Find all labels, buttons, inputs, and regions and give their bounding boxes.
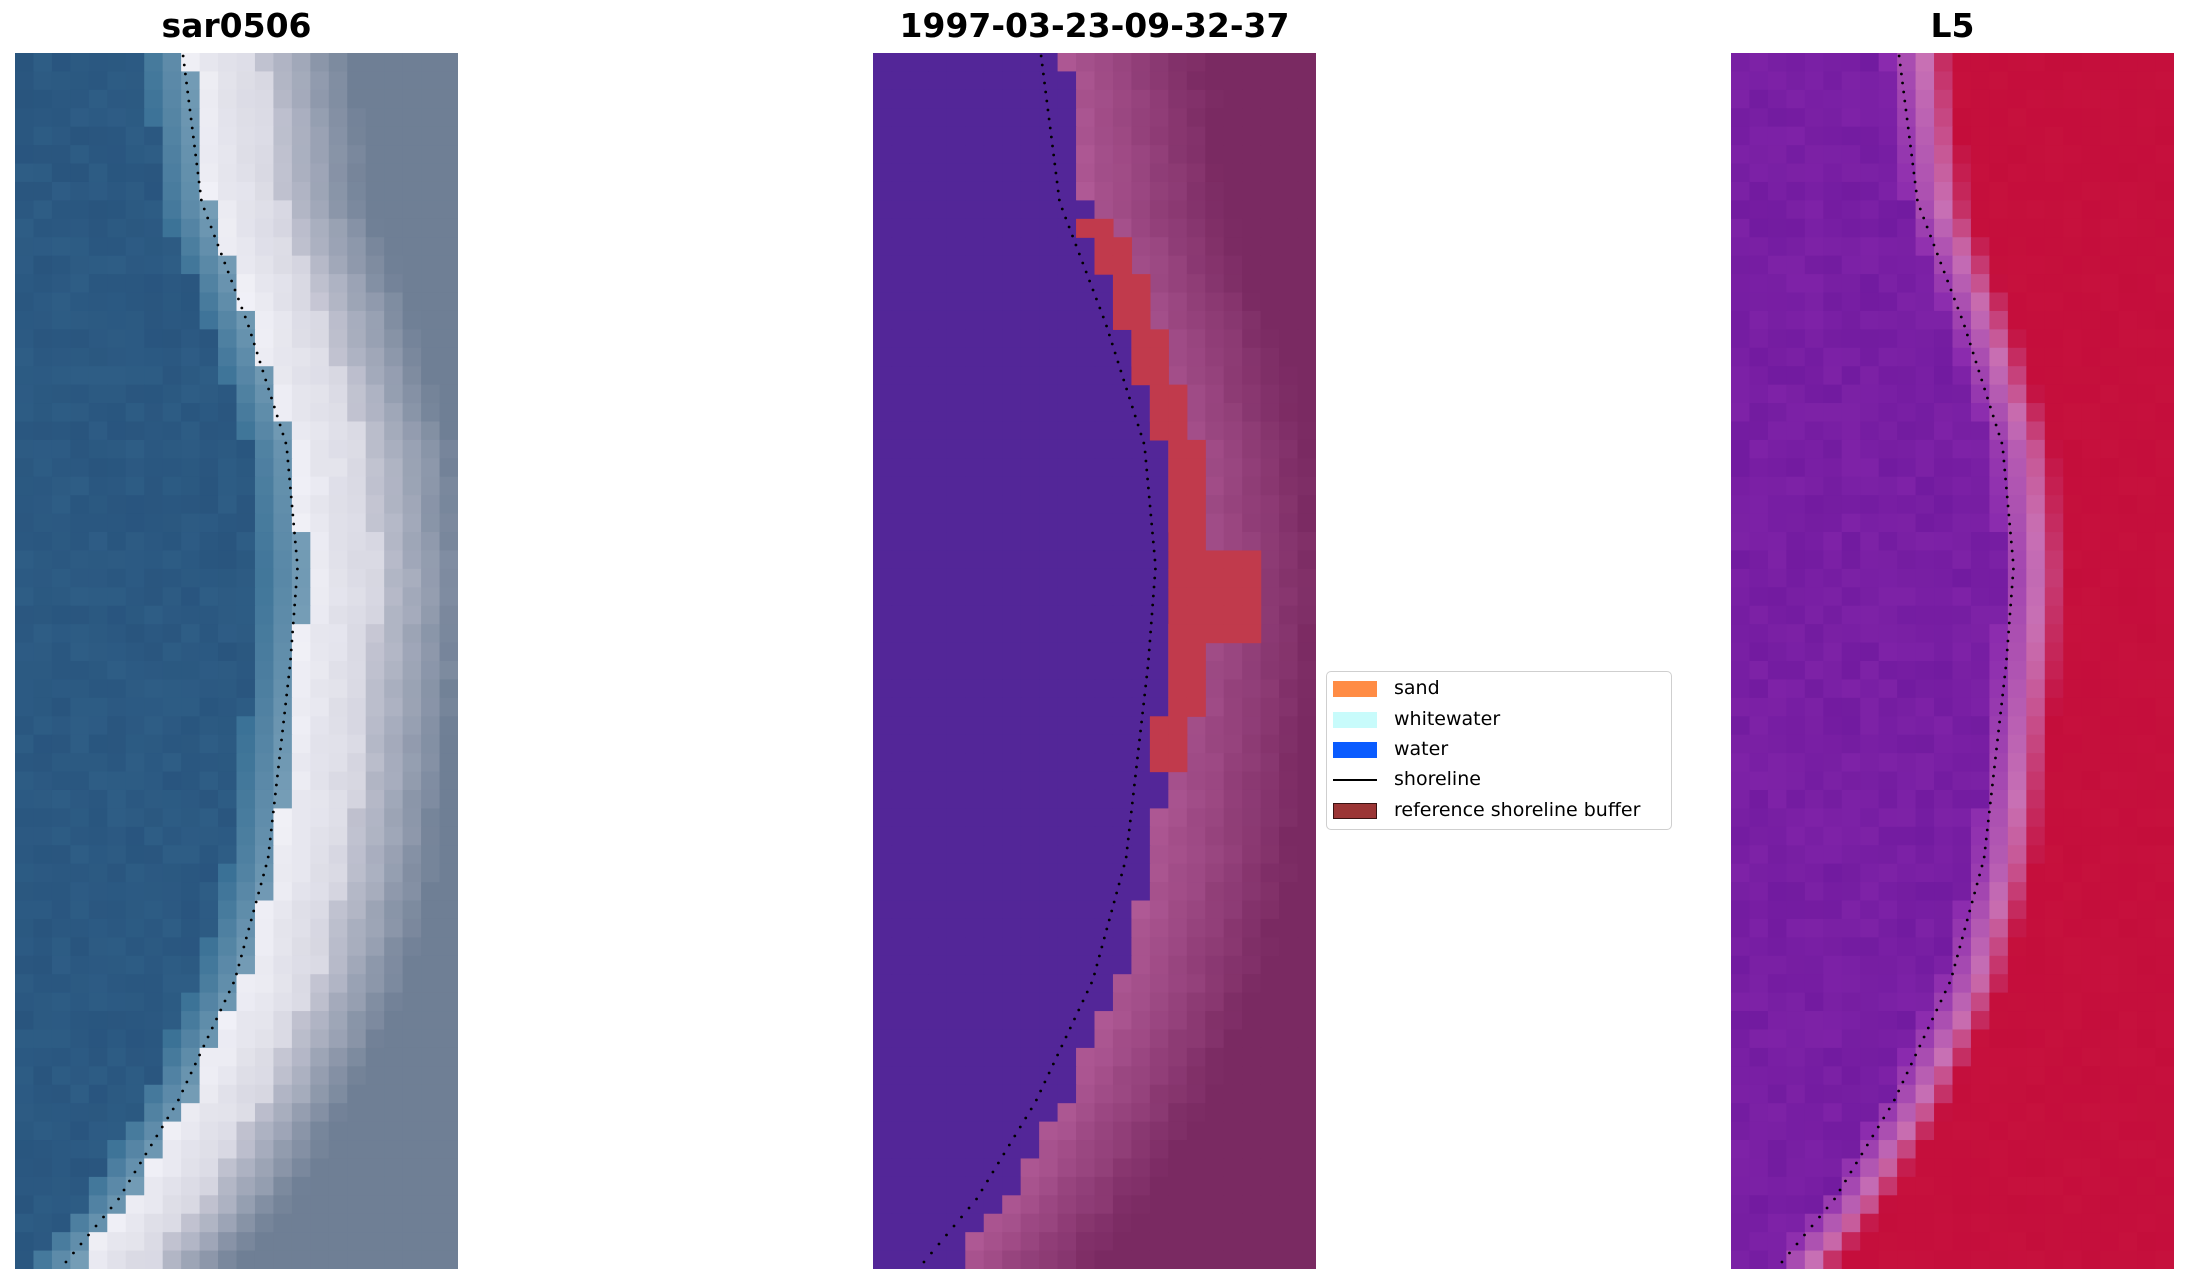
legend-label-sand: sand (1394, 677, 1440, 699)
rgb-image (15, 53, 458, 1269)
legend-swatch-whitewater (1333, 712, 1377, 728)
index-image (1731, 53, 2174, 1269)
legend-swatch-sand (1333, 681, 1377, 697)
legend-line-shoreline (1333, 779, 1377, 781)
shoreline-dots (64, 54, 299, 1264)
legend: sand whitewater water shoreline referenc… (1326, 671, 1672, 830)
shoreline-dots (922, 54, 1157, 1264)
legend-label-reference-buffer: reference shoreline buffer (1394, 799, 1641, 821)
legend-label-shoreline: shoreline (1394, 768, 1481, 790)
legend-label-whitewater: whitewater (1394, 708, 1501, 730)
panel-title-rgb: sar0506 (161, 6, 312, 45)
legend-swatch-reference-buffer (1333, 803, 1377, 819)
shoreline-dots (1780, 54, 2015, 1264)
index-image-panel (1731, 53, 2174, 1269)
rgb-image-panel (15, 53, 458, 1269)
panel-title-index: L5 (1930, 6, 1975, 45)
legend-swatch-water (1333, 742, 1377, 758)
classified-image (873, 53, 1316, 1269)
panel-title-classified: 1997-03-23-09-32-37 (899, 6, 1290, 45)
classified-image-panel (873, 53, 1316, 1269)
legend-label-water: water (1394, 738, 1449, 760)
